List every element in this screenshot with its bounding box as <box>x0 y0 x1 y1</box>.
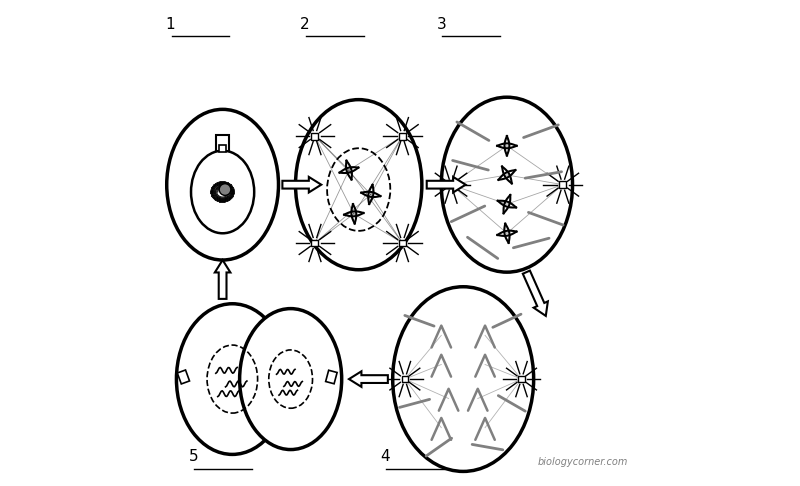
Text: 1: 1 <box>166 17 175 32</box>
Bar <box>402 376 408 382</box>
Ellipse shape <box>442 97 573 272</box>
Ellipse shape <box>393 287 534 471</box>
FancyArrow shape <box>282 177 322 192</box>
Text: 3: 3 <box>437 17 446 32</box>
Bar <box>218 145 226 152</box>
Ellipse shape <box>166 109 278 260</box>
FancyArrow shape <box>426 177 466 192</box>
Text: 5: 5 <box>189 449 198 464</box>
Text: 4: 4 <box>381 449 390 464</box>
Bar <box>399 133 406 139</box>
FancyArrow shape <box>215 260 230 299</box>
Bar <box>399 240 406 246</box>
Circle shape <box>219 184 231 195</box>
Bar <box>518 376 525 382</box>
Ellipse shape <box>177 304 288 454</box>
Bar <box>447 181 454 188</box>
Text: biologycorner.com: biologycorner.com <box>538 456 629 467</box>
Bar <box>311 133 318 139</box>
Bar <box>311 240 318 246</box>
FancyArrow shape <box>523 271 548 316</box>
FancyArrow shape <box>349 371 388 387</box>
Ellipse shape <box>240 309 342 450</box>
Ellipse shape <box>295 100 422 270</box>
Bar <box>559 181 566 188</box>
Bar <box>216 135 229 151</box>
Bar <box>326 370 337 384</box>
Bar <box>178 370 190 384</box>
Ellipse shape <box>191 151 254 233</box>
Text: 2: 2 <box>300 17 310 32</box>
